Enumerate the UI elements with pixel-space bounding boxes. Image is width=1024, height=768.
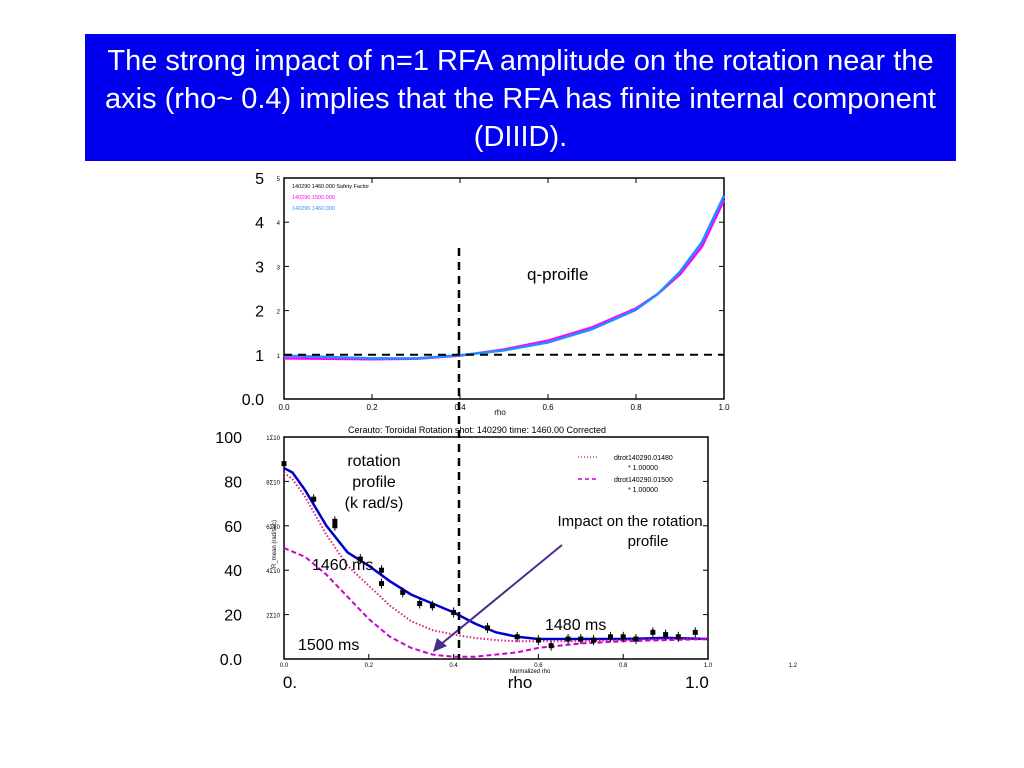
q-legend-entry: 140290 1460.000 Safety Factor xyxy=(292,184,369,190)
q-y-tick-inner-label: 2 xyxy=(277,310,281,316)
outer-x-label-left: 0. xyxy=(283,673,297,692)
rotation-header: Cerauto: Toroidal Rotation shot: 140290 … xyxy=(348,425,606,435)
q-y-tick-label: 2 xyxy=(255,304,264,321)
rot-x-tick-label: 1.0 xyxy=(704,663,713,669)
q-legend-entry: 140290 1500.000 xyxy=(292,195,335,201)
impact-annotation-line-1: Impact on the rotation xyxy=(557,513,702,530)
impact-arrow-head xyxy=(433,638,447,652)
rot-legend-scale: * 1.00000 xyxy=(628,487,658,494)
outer-x-label-right: 1.0 xyxy=(685,673,709,692)
rot-series-line xyxy=(283,466,709,641)
outer-x-label-mid: rho xyxy=(508,673,533,692)
q-y-tick-label: 3 xyxy=(255,259,264,276)
rotation-x-axis-label: Normalized rho xyxy=(510,669,551,675)
rot-x-tick-label: 0.2 xyxy=(365,663,374,669)
rot-legend-name: dtrot140290.01500 xyxy=(614,477,673,484)
q-y-tick-label: 0.0 xyxy=(242,392,264,409)
rot-y-tick-label: 80 xyxy=(224,474,242,491)
rotation-profile-annotation: rotation profile (k rad/s) xyxy=(345,453,404,512)
rot-y-tick-inner-label: 2Σ10 xyxy=(266,614,280,620)
rot-y-tick-inner-label: 1Σ10 xyxy=(266,436,280,442)
q-x-tick-label: 1.0 xyxy=(718,403,730,412)
q-y-tick-label: 1 xyxy=(255,348,264,365)
annotation-line-2: profile xyxy=(352,474,396,491)
label-1500-ms: 1500 ms xyxy=(298,637,359,654)
rotation-plot-frame xyxy=(283,436,709,660)
q-y-tick-inner-label: 5 xyxy=(277,177,281,183)
rot-y-tick-inner-label: 8Σ10 xyxy=(266,480,280,486)
q-y-tick-label: 5 xyxy=(255,171,264,188)
rot-legend-scale: * 1.00000 xyxy=(628,465,658,472)
rotation-panel: Cerauto: Toroidal Rotation shot: 140290 … xyxy=(215,425,797,692)
rot-x-tick-label: 0.4 xyxy=(449,663,458,669)
impact-arrow-line xyxy=(439,544,563,646)
q-x-axis-label: rho xyxy=(494,408,506,417)
rot-y-tick-inner-label: 4Σ10 xyxy=(266,569,280,575)
annotation-line-1: rotation xyxy=(347,453,400,470)
rot-y-tick-label: 0.0 xyxy=(220,652,242,669)
rot-y-tick-label: 60 xyxy=(224,519,242,536)
rot-series-line xyxy=(283,471,708,643)
rot-x-tick-label: 0.8 xyxy=(619,663,628,669)
rot-y-tick-label: 20 xyxy=(224,608,242,625)
q-profile-panel: 0.0 0.2 0.4 0.6 0.8 1.0 0.0 1 2 3 4 5 1 2 3 4 5 rho 14… xyxy=(242,171,730,417)
annotation-line-3: (k rad/s) xyxy=(345,495,404,512)
q-plot-frame xyxy=(283,177,725,400)
rot-x-tick-label: 0.6 xyxy=(534,663,543,669)
rot-x-tick-label: 0.0 xyxy=(280,663,289,669)
rot-y-tick-inner-label: 6Σ10 xyxy=(266,525,280,531)
rot-legend-name: dtrot140290.01480 xyxy=(614,455,673,462)
label-1480-ms: 1480 ms xyxy=(545,617,606,634)
q-x-tick-label: 0.0 xyxy=(278,403,290,412)
q-legend-entry: 140290 1460.000 xyxy=(292,206,335,212)
rotation-y-axis-label: R_mean (rad/sec) xyxy=(272,520,278,568)
q-x-tick-label: 0.4 xyxy=(454,403,466,412)
q-profile-annotation: q-proifle xyxy=(527,265,588,284)
q-y-tick-inner-label: 4 xyxy=(277,221,281,227)
q-x-tick-label: 0.6 xyxy=(542,403,554,412)
q-y-tick-inner-label: 3 xyxy=(277,265,281,271)
q-x-tick-label: 0.2 xyxy=(366,403,378,412)
rot-x-tick-label: 1.2 xyxy=(789,663,798,669)
q-y-tick-inner-label: 1 xyxy=(277,354,281,360)
q-y-tick-label: 4 xyxy=(255,215,264,232)
q-x-tick-label: 0.8 xyxy=(630,403,642,412)
rot-y-tick-label: 100 xyxy=(215,430,242,447)
slide-title: The strong impact of n=1 RFA amplitude o… xyxy=(85,34,956,161)
q-series-line xyxy=(283,195,726,360)
impact-annotation-line-2: profile xyxy=(628,533,669,550)
rot-y-tick-label: 40 xyxy=(224,563,242,580)
label-1460-ms: 1460 ms xyxy=(312,557,373,574)
